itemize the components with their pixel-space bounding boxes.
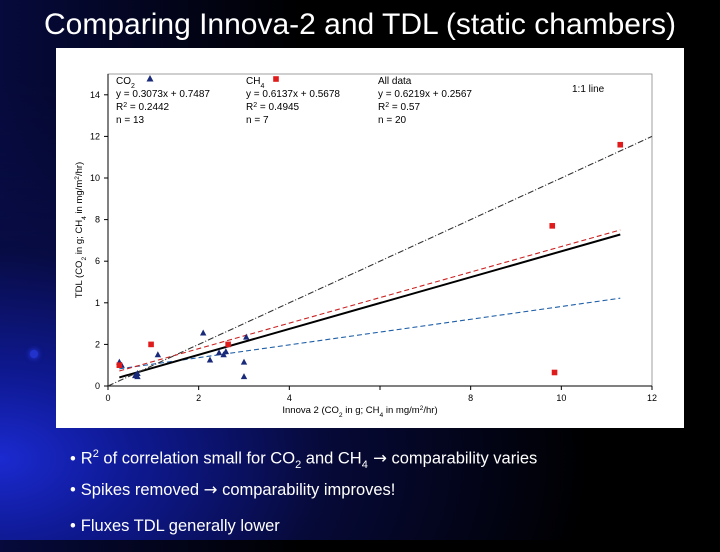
data-point-co2 [240, 358, 248, 365]
decorative-glow-dot [30, 350, 38, 358]
one-to-one-label: 1:1 line [572, 84, 605, 95]
bullet-text: and CH [301, 449, 362, 468]
bullet-dot: • [70, 449, 76, 468]
legend-text: y = 0.3073x + 0.7487 [116, 89, 210, 100]
data-point-co2 [154, 351, 162, 358]
legend-text: CH4 [246, 76, 264, 90]
data-point-ch4 [225, 341, 231, 348]
y-tick-label: 2 [95, 339, 100, 349]
y-tick-label: 6 [95, 256, 100, 266]
bullet-dot: • [70, 481, 76, 499]
bullet-text: R [80, 449, 93, 468]
x-tick-label: 8 [468, 393, 473, 403]
data-point-co2 [243, 333, 250, 340]
legend-text: n = 7 [246, 115, 269, 126]
chart-panel: 0 2 4 8 10 12 0 2 1 6 8 10 12 14 Innova 2 (CO2 in g; C… [56, 48, 684, 428]
legend-text: R2 = 0.57 [378, 102, 420, 114]
trendline-all-data [119, 233, 621, 379]
legend-text: CO2 [116, 76, 135, 90]
bullet-text: comparability improves! [217, 481, 396, 499]
data-point-co2 [134, 373, 141, 380]
data-point-ch4 [549, 223, 556, 229]
y-tick-label: 1 [95, 298, 100, 308]
bullet-text: 2 [295, 458, 302, 471]
bullet-text: Spikes removed [80, 481, 204, 499]
data-point-co2 [222, 348, 230, 355]
x-tick-label: 4 [287, 393, 292, 403]
legend-text: y = 0.6137x + 0.5678 [246, 89, 340, 100]
y-tick-label: 8 [95, 215, 100, 225]
legend-text: All data [378, 76, 412, 87]
bullet-item-3: • Fluxes TDL generally lower [70, 516, 700, 536]
legend-text: R2 = 0.2442 [116, 102, 170, 114]
x-tick-label: 12 [647, 393, 657, 403]
data-point-co2 [220, 351, 227, 358]
data-point-co2 [134, 370, 141, 377]
bullet-text: 2 [92, 448, 99, 460]
legend-text: n = 20 [378, 115, 407, 126]
y-tick-label: 10 [90, 173, 100, 183]
arrow-icon: → [367, 448, 387, 468]
x-tick-label: 0 [105, 393, 110, 403]
x-tick-label: 10 [556, 393, 566, 403]
bullet-text: 4 [361, 458, 368, 471]
bullet-dot: • [70, 517, 76, 535]
data-point-co2 [206, 356, 214, 363]
trendline-1-1-line [107, 135, 653, 387]
data-point-ch4 [617, 141, 624, 148]
data-point-co2 [240, 373, 248, 380]
y-axis-label: TDL (CO2 in g; CH4 in mg/m2/hr) [74, 162, 88, 298]
trendline-ch4 [119, 229, 621, 372]
legend-text: R2 = 0.4945 [246, 102, 300, 114]
scatter-chart: 0 2 4 8 10 12 0 2 1 6 8 10 12 14 Innova 2 (CO2 in g; C… [74, 73, 657, 419]
legend-text: y = 0.6219x + 0.2567 [378, 89, 472, 100]
data-point-ch4 [116, 362, 123, 368]
legend-text: n = 13 [116, 115, 145, 126]
data-point-ch4 [551, 369, 558, 376]
data-point-co2 [215, 349, 223, 356]
arrow-icon: → [203, 480, 218, 499]
data-point-co2 [200, 329, 207, 336]
legend-marker-ch4 [273, 76, 279, 82]
trendline-co2 [119, 297, 621, 370]
bullet-text: comparability varies [386, 449, 538, 468]
y-tick-label: 0 [95, 381, 100, 391]
bullet-item-1: • R2 of correlation small for CO2 and CH4… [70, 444, 700, 471]
x-axis-label: Innova 2 (CO2 in g; CH4 in mg/m2/hr) [282, 405, 437, 419]
bullet-item-2: • Spikes removed → comparability improves… [70, 480, 700, 500]
x-tick-label: 2 [196, 393, 201, 403]
y-tick-label: 12 [90, 131, 100, 141]
slide-title: Comparing Innova-2 and TDL (static chamb… [44, 8, 676, 41]
legend-marker-co2 [146, 75, 154, 82]
bullet-text: Fluxes TDL generally lower [80, 517, 280, 535]
bullet-text: of correlation small for CO [98, 449, 296, 468]
bullet-list: • R2 of correlation small for CO2 and CH4… [70, 444, 700, 552]
y-tick-label: 14 [90, 90, 100, 100]
data-point-ch4 [148, 341, 154, 348]
